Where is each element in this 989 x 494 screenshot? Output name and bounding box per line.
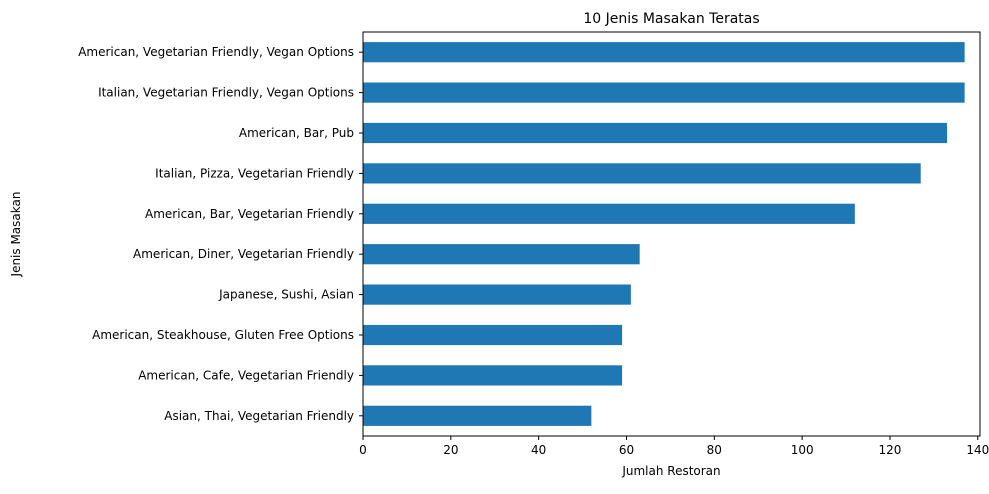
y-tick-label: American, Bar, Vegetarian Friendly xyxy=(145,207,354,221)
x-tick-label: 80 xyxy=(707,443,722,457)
y-tick-label: American, Bar, Pub xyxy=(239,126,354,140)
plot-frame xyxy=(362,31,981,437)
bar xyxy=(363,42,965,63)
x-tick-label: 0 xyxy=(359,443,367,457)
x-tick-label: 120 xyxy=(879,443,902,457)
y-tick-label: American, Cafe, Vegetarian Friendly xyxy=(138,368,354,382)
bar xyxy=(363,405,592,426)
y-tick-label: Japanese, Sushi, Asian xyxy=(218,288,354,302)
y-tick-label: Italian, Vegetarian Friendly, Vegan Opti… xyxy=(98,86,354,100)
bars-group xyxy=(363,42,965,426)
y-ticks-group: American, Vegetarian Friendly, Vegan Opt… xyxy=(78,45,363,423)
y-tick-label: American, Diner, Vegetarian Friendly xyxy=(133,247,354,261)
y-tick-label: Asian, Thai, Vegetarian Friendly xyxy=(164,409,354,423)
y-tick-label: Italian, Pizza, Vegetarian Friendly xyxy=(155,166,354,180)
bar xyxy=(363,203,855,224)
x-axis-title: Jumlah Restoran xyxy=(621,464,720,478)
bar xyxy=(363,122,948,144)
bar xyxy=(363,324,623,346)
bar xyxy=(363,244,640,265)
bar xyxy=(363,163,921,184)
x-tick-label: 140 xyxy=(966,443,989,457)
x-tick-label: 20 xyxy=(443,443,458,457)
x-tick-label: 60 xyxy=(619,443,634,457)
bar xyxy=(363,82,965,103)
y-tick-label: American, Steakhouse, Gluten Free Option… xyxy=(92,328,354,342)
x-tick-label: 100 xyxy=(791,443,814,457)
y-axis-title: Jenis Masakan xyxy=(9,192,23,278)
x-ticks-group: 0 20 40 60 80 100 120 140 xyxy=(359,436,989,457)
bar xyxy=(363,365,623,386)
x-tick-label: 40 xyxy=(531,443,546,457)
bar xyxy=(363,284,631,305)
y-tick-label: American, Vegetarian Friendly, Vegan Opt… xyxy=(78,45,354,59)
chart-title: 10 Jenis Masakan Teratas xyxy=(583,11,759,27)
